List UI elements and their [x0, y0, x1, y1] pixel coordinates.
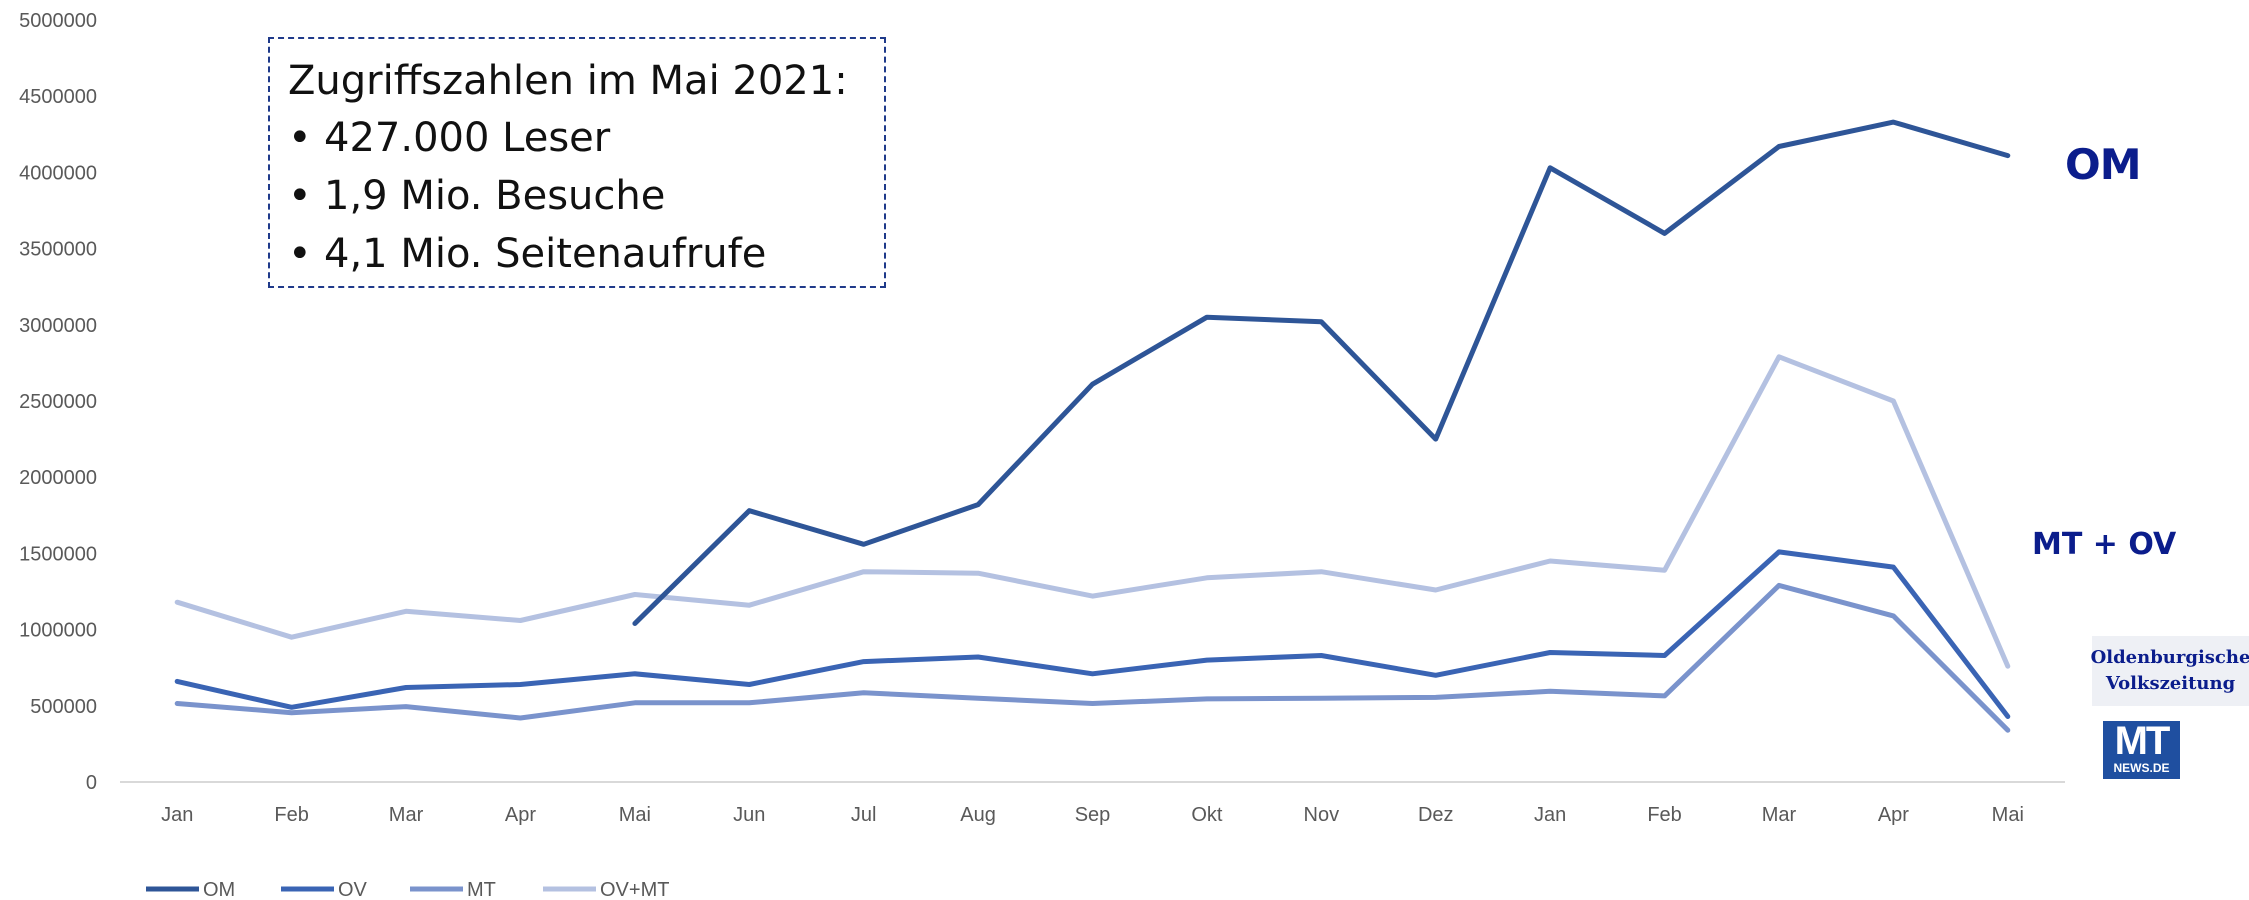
x-tick-label: Mar	[389, 804, 424, 826]
y-tick-label: 3000000	[19, 315, 97, 337]
y-tick-label: 500000	[30, 696, 97, 718]
y-tick-label: 4000000	[19, 162, 97, 184]
y-tick-label: 3500000	[19, 239, 97, 261]
x-tick-label: Aug	[960, 804, 996, 826]
y-tick-label: 0	[86, 772, 97, 794]
x-tick-label: Okt	[1191, 804, 1223, 826]
x-tick-label: Jan	[161, 804, 193, 826]
ov-logo-line2: Volkszeitung	[2105, 673, 2236, 694]
mt-logo-big: MT	[2114, 719, 2171, 763]
x-tick-label: Jul	[851, 804, 877, 826]
y-tick-label: 1500000	[19, 543, 97, 565]
x-axis-ticks: Jan Feb Mar Apr Mai Jun Jul Aug Sep Okt Nov Dez Jan F…	[161, 804, 2024, 826]
x-tick-label: Dez	[1418, 804, 1454, 826]
legend-label: OV+MT	[600, 879, 669, 900]
series-line-om	[632, 119, 2011, 626]
info-box-item-text: 4,1 Mio. Seitenaufrufe	[324, 231, 767, 277]
info-box: Zugriffszahlen im Mai 2021: • 427.000 Les…	[268, 37, 886, 288]
series-line-ov	[174, 549, 2011, 719]
legend-label: OM	[203, 879, 235, 900]
legend: OM OV MT OV+MT	[146, 879, 669, 900]
om-logo: OM	[2065, 140, 2141, 189]
bullet-icon: •	[288, 173, 312, 219]
y-tick-label: 5000000	[19, 10, 97, 32]
info-box-item: • 1,9 Mio. Besuche	[288, 167, 866, 225]
x-tick-label: Jan	[1534, 804, 1566, 826]
x-tick-label: Apr	[1878, 804, 1909, 826]
info-box-item-text: 1,9 Mio. Besuche	[324, 173, 666, 219]
bullet-icon: •	[288, 115, 312, 161]
legend-label: OV	[338, 879, 368, 900]
y-tick-label: 1000000	[19, 620, 97, 642]
legend-label: MT	[467, 879, 496, 900]
info-box-item: • 427.000 Leser	[288, 109, 866, 167]
ov-logo: Oldenburgische Volkszeitung	[2090, 636, 2249, 706]
x-tick-label: Apr	[505, 804, 536, 826]
mt-logo: MT NEWS.DE	[2103, 721, 2180, 779]
mt-logo-small: NEWS.DE	[2113, 761, 2170, 775]
series-line-mt	[174, 582, 2011, 733]
x-tick-label: Mar	[1762, 804, 1797, 826]
x-tick-label: Mai	[619, 804, 651, 826]
info-box-item: • 4,1 Mio. Seitenaufrufe	[288, 225, 866, 283]
x-tick-label: Feb	[1647, 804, 1681, 826]
info-box-title: Zugriffszahlen im Mai 2021:	[288, 58, 848, 104]
x-tick-label: Sep	[1075, 804, 1111, 826]
series-line-ov-mt	[174, 354, 2011, 669]
x-tick-label: Feb	[274, 804, 308, 826]
y-tick-label: 4500000	[19, 86, 97, 108]
y-tick-label: 2000000	[19, 467, 97, 489]
series-lines	[174, 119, 2011, 733]
x-tick-label: Mai	[1992, 804, 2024, 826]
mt-ov-label: MT + OV	[2032, 527, 2177, 562]
x-tick-label: Jun	[733, 804, 765, 826]
info-box-item-text: 427.000 Leser	[324, 115, 611, 161]
x-tick-label: Nov	[1304, 804, 1340, 826]
y-axis-ticks: 0 500000 1000000 1500000 2000000 2500000 30000…	[19, 10, 97, 794]
ov-logo-line1: Oldenburgische	[2090, 647, 2249, 668]
bullet-icon: •	[288, 231, 312, 277]
y-tick-label: 2500000	[19, 391, 97, 413]
